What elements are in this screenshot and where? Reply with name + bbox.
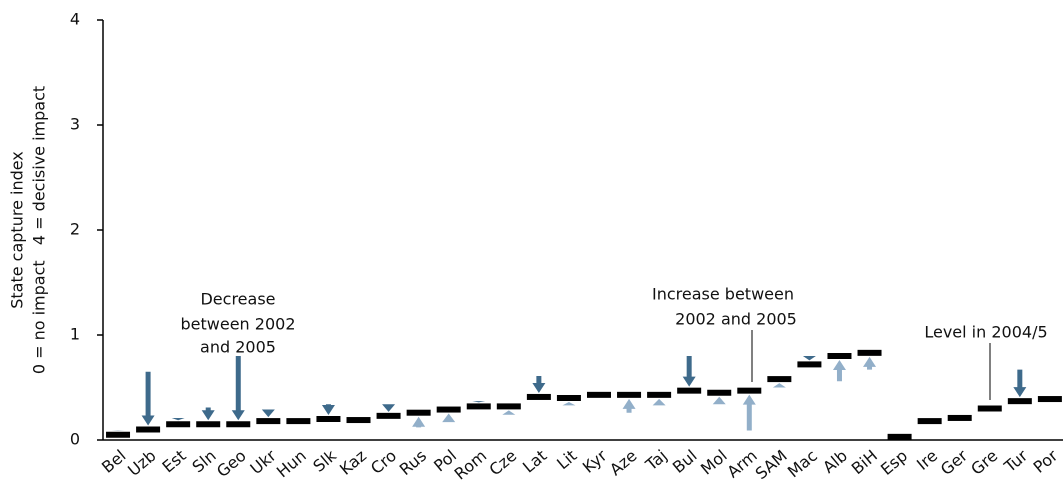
decrease-arrow <box>171 417 185 421</box>
level-mark <box>737 387 762 394</box>
x-tick-label: Mol <box>697 446 731 479</box>
level-mark <box>466 403 491 410</box>
decrease-arrow <box>201 407 215 421</box>
x-tick-label: Uzb <box>124 446 159 480</box>
annotation: Decrease <box>200 290 275 309</box>
level-mark <box>917 418 942 425</box>
x-tick-label: Kaz <box>336 446 370 479</box>
level-mark <box>1037 396 1062 403</box>
level-mark <box>346 417 371 424</box>
x-tick-label: Ger <box>937 446 972 479</box>
increase-arrow <box>412 416 426 428</box>
x-tick-label: Geo <box>213 446 250 481</box>
level-mark <box>1007 398 1032 405</box>
level-mark <box>647 391 672 398</box>
decrease-arrow <box>682 356 696 387</box>
decrease-arrow <box>802 356 816 361</box>
x-tick-label: Bel <box>98 446 130 477</box>
x-tick-label: Gre <box>967 446 1001 479</box>
annotation: 2002 and 2005 <box>675 310 797 329</box>
y-tick-label: 2 <box>70 220 80 239</box>
level-mark <box>977 405 1002 412</box>
x-tick-label: Por <box>1030 446 1062 477</box>
level-mark <box>857 349 882 356</box>
level-mark <box>767 376 792 383</box>
decrease-arrow <box>1013 369 1027 398</box>
x-tick-label: Cze <box>486 446 521 479</box>
y-axis-label: State capture index <box>8 151 27 309</box>
increase-arrow <box>742 394 756 431</box>
x-tick-label: BiH <box>848 446 881 478</box>
level-mark <box>376 412 401 419</box>
increase-arrow <box>622 398 636 413</box>
y-axis-label: 0 = no impact 4 = decisive impact <box>30 86 49 374</box>
increase-arrow <box>863 356 877 370</box>
x-tick-label: Lit <box>553 446 580 473</box>
increase-arrow <box>502 410 516 415</box>
decrease-arrow <box>231 356 245 421</box>
increase-arrow <box>832 360 846 382</box>
annotation: Level in 2004/5 <box>924 323 1047 342</box>
annotation: and 2005 <box>200 338 276 357</box>
x-tick-label: Est <box>158 446 189 476</box>
x-tick-label: Taj <box>641 446 670 475</box>
x-tick-label: Hun <box>273 446 310 481</box>
increase-arrow <box>562 402 576 406</box>
annotation: between 2002 <box>181 315 296 334</box>
x-tick-label: Lat <box>519 446 550 477</box>
y-tick-label: 4 <box>70 10 80 29</box>
level-mark <box>947 414 972 421</box>
level-mark <box>286 418 311 425</box>
level-mark <box>797 361 822 368</box>
decrease-arrow <box>382 404 396 412</box>
x-tick-label: Ukr <box>246 446 280 479</box>
x-tick-label: Ire <box>913 446 941 474</box>
y-tick-label: 0 <box>70 430 80 449</box>
level-mark <box>196 421 221 428</box>
x-tick-label: Rus <box>396 446 430 479</box>
level-mark <box>526 393 551 400</box>
level-mark <box>496 403 521 410</box>
decrease-arrow <box>261 409 275 418</box>
annotation: Increase between <box>652 285 794 304</box>
level-mark <box>677 387 702 394</box>
increase-arrow <box>652 398 666 406</box>
y-tick-label: 3 <box>70 115 80 134</box>
level-mark <box>136 426 161 433</box>
level-mark <box>586 391 611 398</box>
level-mark <box>316 416 341 422</box>
x-tick-label: Arm <box>723 446 760 482</box>
x-tick-label: Slk <box>309 445 340 475</box>
level-mark <box>166 421 191 428</box>
level-mark <box>436 406 461 413</box>
x-tick-label: Tur <box>1000 446 1032 477</box>
decrease-arrow <box>532 375 546 393</box>
level-mark <box>887 433 912 440</box>
level-mark <box>226 421 251 428</box>
increase-arrow <box>442 413 456 423</box>
decrease-arrow <box>472 401 486 403</box>
level-mark <box>256 418 281 425</box>
level-mark <box>106 431 131 438</box>
y-tick-label: 1 <box>70 325 80 344</box>
increase-arrow <box>712 396 726 405</box>
level-mark <box>707 389 732 396</box>
x-tick-label: SAM <box>752 446 791 483</box>
increase-arrow <box>772 383 786 388</box>
level-mark <box>406 409 431 416</box>
x-tick-label: Sln <box>189 446 220 476</box>
x-tick-label: Cro <box>367 446 400 478</box>
x-tick-label: Esp <box>877 446 911 479</box>
x-tick-label: Kyr <box>579 446 611 477</box>
x-tick-label: Alb <box>819 446 851 477</box>
x-tick-label: Mac <box>784 446 821 481</box>
level-mark <box>827 353 852 359</box>
decrease-arrow <box>141 371 155 426</box>
level-mark <box>617 391 642 398</box>
x-tick-label: Aze <box>606 446 641 479</box>
level-mark <box>556 395 581 401</box>
x-tick-label: Bul <box>669 446 701 477</box>
decrease-arrow <box>321 404 335 415</box>
